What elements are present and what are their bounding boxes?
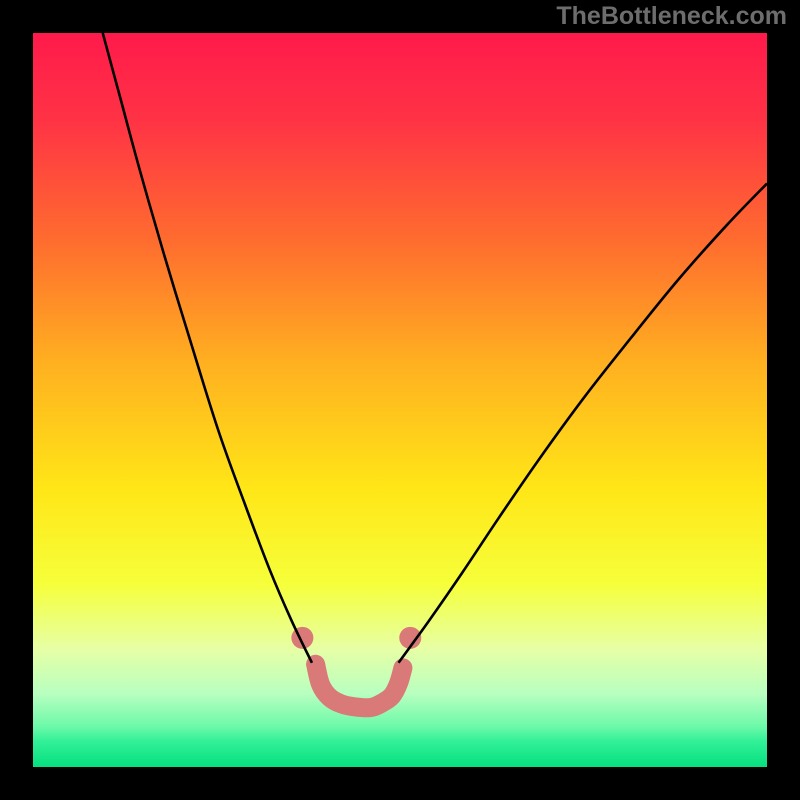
chart-stage: TheBottleneck.com bbox=[0, 0, 800, 800]
gradient-background bbox=[33, 33, 767, 767]
watermark-text: TheBottleneck.com bbox=[556, 2, 787, 31]
plot-area bbox=[33, 33, 767, 767]
